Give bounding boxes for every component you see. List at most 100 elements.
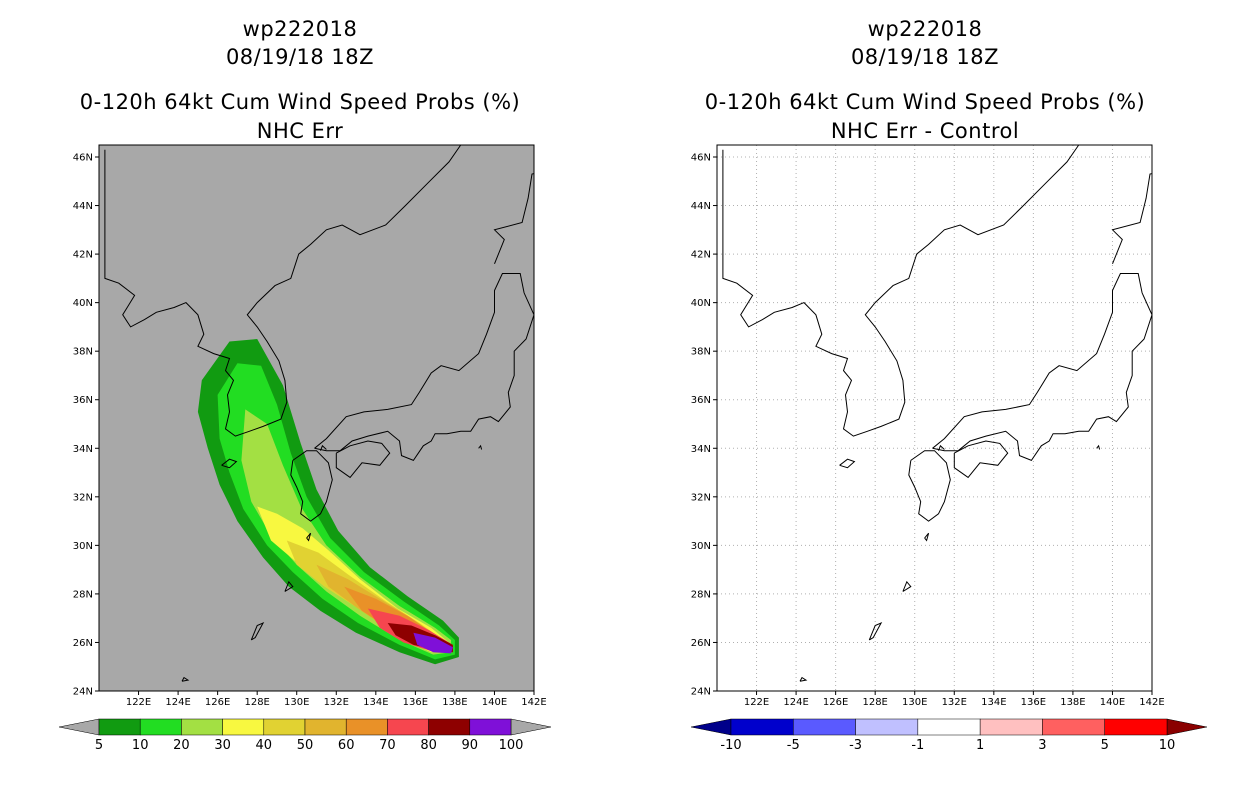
colorbar: -10 -5 -3 -1 1 3 5 10	[690, 718, 1208, 753]
coastline	[902, 580, 912, 592]
colorbar-segment	[345, 718, 388, 736]
lon-label: 130E	[284, 697, 309, 708]
lat-label: 44N	[73, 201, 93, 212]
lat-label: 42N	[73, 250, 93, 261]
lon-label: 128E	[862, 697, 887, 708]
lat-label: 38N	[691, 347, 711, 358]
colorbar-label: 10	[132, 738, 149, 753]
coastline	[1111, 173, 1152, 264]
coastline	[493, 173, 534, 264]
lat-label: 26N	[691, 638, 711, 649]
lat-label: 46N	[691, 153, 711, 164]
lon-label: 142E	[1139, 697, 1164, 708]
lat-label: 46N	[73, 153, 93, 164]
lat-label: 28N	[73, 589, 93, 600]
lon-label: 140E	[1100, 697, 1125, 708]
colorbar-segment	[139, 718, 182, 736]
colorbar-label: -5	[787, 738, 800, 753]
colorbar-segment	[1104, 718, 1168, 736]
panel-right-nhc-err-control: wp222018 08/19/18 18Z 0-120h 64kt Cum Wi…	[618, 0, 1236, 800]
map-background	[99, 145, 534, 691]
lon-label: 126E	[205, 697, 230, 708]
lat-label: 44N	[691, 201, 711, 212]
coastline	[908, 450, 951, 522]
lon-label: 130E	[902, 697, 927, 708]
lat-label: 42N	[691, 250, 711, 261]
colorbar-high-arrow	[1166, 718, 1208, 736]
colorbar-label: 5	[95, 738, 103, 753]
lon-label: 122E	[744, 697, 769, 708]
lon-label: 134E	[981, 697, 1006, 708]
coastline	[924, 532, 930, 542]
lat-label: 36N	[73, 395, 93, 406]
colorbar-label: 20	[173, 738, 190, 753]
subtitle: NHC Err	[256, 119, 344, 143]
coastline	[868, 621, 883, 641]
colorbar-segment	[469, 718, 512, 736]
lat-label: 30N	[73, 541, 93, 552]
lat-label: 28N	[691, 589, 711, 600]
lon-label: 122E	[126, 697, 151, 708]
lat-label: 26N	[73, 638, 93, 649]
colorbar-label: -10	[720, 738, 741, 753]
lon-label: 138E	[442, 697, 467, 708]
coastline	[314, 273, 534, 462]
coastline	[335, 440, 391, 479]
colorbar-segment	[1042, 718, 1105, 736]
colorbar-label: 50	[297, 738, 314, 753]
coastline	[799, 676, 808, 682]
lon-label: 138E	[1060, 697, 1085, 708]
coastline	[953, 440, 1009, 479]
lat-label: 34N	[691, 444, 711, 455]
coastlines	[722, 145, 1152, 682]
swath-band-10	[217, 363, 455, 660]
colorbar-segment	[428, 718, 471, 736]
map-frame	[716, 144, 1153, 692]
coastline	[250, 621, 265, 641]
lon-label: 136E	[403, 697, 428, 708]
lon-label: 132E	[942, 697, 967, 708]
colorbar-label: 60	[338, 738, 355, 753]
lat-label: 32N	[73, 492, 93, 503]
colorbar-segment	[98, 718, 141, 736]
lon-label: 124E	[783, 697, 808, 708]
colorbar-segment	[730, 718, 794, 736]
coastline	[221, 458, 238, 469]
coastline	[839, 458, 856, 469]
lon-label: 140E	[482, 697, 507, 708]
lon-label: 126E	[823, 697, 848, 708]
colorbar-label: 1	[976, 738, 984, 753]
coastline	[722, 145, 1080, 437]
colorbar-segment	[855, 718, 919, 736]
colorbar-label: -3	[849, 738, 862, 753]
colorbar-low-arrow	[690, 718, 732, 736]
storm-id-title: wp222018	[867, 17, 983, 41]
colorbar-segment	[304, 718, 347, 736]
colorbar-segment	[181, 718, 223, 736]
lon-label: 132E	[324, 697, 349, 708]
lat-label: 32N	[691, 492, 711, 503]
coastline	[290, 450, 333, 522]
lat-label: 34N	[73, 444, 93, 455]
colorbar-low-arrow	[58, 718, 100, 736]
storm-id-title: wp222018	[242, 17, 358, 41]
product-title: 0-120h 64kt Cum Wind Speed Probs (%)	[704, 90, 1146, 114]
colorbar-label: 70	[379, 738, 396, 753]
map-frame	[98, 144, 535, 692]
product-title: 0-120h 64kt Cum Wind Speed Probs (%)	[79, 90, 521, 114]
lon-label: 134E	[363, 697, 388, 708]
lat-label: 38N	[73, 347, 93, 358]
colorbar-label: 40	[256, 738, 273, 753]
colorbar-label: 80	[420, 738, 437, 753]
coastline	[320, 444, 327, 451]
colorbar-label: -1	[911, 738, 924, 753]
colorbar-label: 5	[1101, 738, 1109, 753]
colorbar-label: 30	[214, 738, 231, 753]
lon-label: 142E	[521, 697, 546, 708]
colorbar-label: 3	[1038, 738, 1046, 753]
lon-label: 136E	[1021, 697, 1046, 708]
colorbar-segment	[979, 718, 1043, 736]
coastline	[478, 444, 483, 450]
colorbar-segment	[387, 718, 429, 736]
lat-label: 30N	[691, 541, 711, 552]
